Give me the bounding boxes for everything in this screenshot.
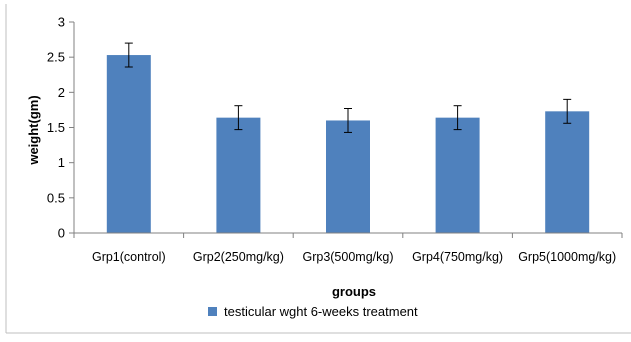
y-tick-label: 0.5 xyxy=(47,190,65,205)
bars-group xyxy=(106,55,590,233)
x-category-label: Grp2(250mg/kg) xyxy=(193,250,284,264)
y-tick-label: 1.5 xyxy=(47,120,65,135)
y-axis-ticks: 0 0.5 1 1.5 2 2.5 3 xyxy=(47,15,74,241)
y-axis-title: weight(gm) xyxy=(26,95,41,165)
bar xyxy=(326,120,370,233)
bar xyxy=(545,111,590,233)
legend-label: testicular wght 6-weeks treatment xyxy=(224,304,418,319)
bar xyxy=(216,117,261,233)
x-category-label: Grp3(500mg/kg) xyxy=(302,250,393,264)
y-tick-label: 3 xyxy=(58,15,65,30)
y-tick-label: 0 xyxy=(58,226,65,241)
y-tick-label: 2 xyxy=(58,85,65,100)
x-category-label: Grp4(750mg/kg) xyxy=(412,250,503,264)
x-category-label: Grp1(control) xyxy=(92,250,166,264)
x-axis-title: groups xyxy=(332,284,376,299)
legend: testicular wght 6-weeks treatment xyxy=(208,304,418,319)
bar xyxy=(435,117,480,233)
y-tick-label: 2.5 xyxy=(47,50,65,65)
x-axis-labels: Grp1(control) Grp2(250mg/kg) Grp3(500mg/kg… xyxy=(73,233,623,264)
legend-swatch xyxy=(208,307,217,316)
bar xyxy=(106,55,151,233)
x-category-label: Grp5(1000mg/kg) xyxy=(518,250,616,264)
error-bars-group xyxy=(124,42,572,133)
y-tick-label: 1 xyxy=(58,155,65,170)
